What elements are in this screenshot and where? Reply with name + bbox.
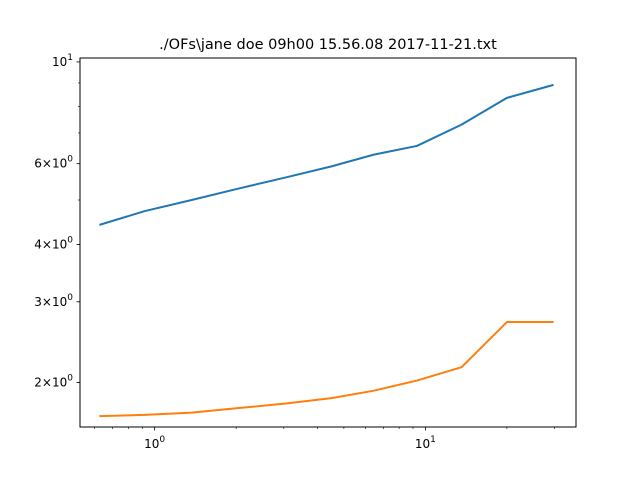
series-line-2	[99, 321, 554, 418]
chart-title: ./OFs\jane doe 09h00 15.56.08 2017-11-21…	[159, 37, 497, 53]
plot-frame	[79, 57, 577, 428]
y-tick-label-4: 3×100	[34, 293, 73, 309]
series-line-1	[99, 83, 554, 226]
series-layer	[99, 83, 554, 418]
y-tick-label-5: 2×100	[34, 374, 73, 390]
y-tick-label-3: 4×100	[34, 235, 73, 251]
y-tick-label-2: 6×100	[34, 155, 73, 171]
